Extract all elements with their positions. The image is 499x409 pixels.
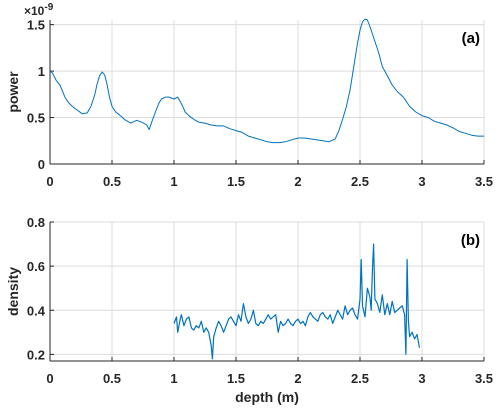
x-tick-label: 0.5	[103, 174, 121, 189]
x-tick-label: 1	[170, 174, 177, 189]
y-axis-label: power	[5, 71, 21, 113]
x-tick-label: 0.5	[103, 371, 121, 386]
panel-a-power: 0 0.5 1 1.5 2 2.5 3 3.5 0 0.5 1 1.5 power ×10-9 (a)	[5, 2, 493, 189]
x-tick-label: 1.5	[227, 174, 245, 189]
x-tick-label: 2	[294, 371, 301, 386]
y-tick-label: 1.5	[27, 18, 45, 33]
y-tick-label: 0.6	[27, 259, 45, 274]
y-exponent-power: -9	[44, 2, 53, 13]
y-exponent-label: ×10-9	[24, 2, 54, 18]
series-line	[173, 243, 421, 360]
series-line	[49, 18, 484, 144]
y-exponent-base: ×10	[24, 4, 45, 18]
x-tick-label: 2	[294, 174, 301, 189]
y-tick-label: 0.5	[27, 111, 45, 126]
y-tick-label: 0.4	[27, 303, 46, 318]
x-axis-label: depth (m)	[235, 389, 299, 405]
x-tick-label: 0	[46, 371, 53, 386]
x-tick-label: 2.5	[351, 371, 369, 386]
x-tick-label: 1.5	[227, 371, 245, 386]
y-tick-label: 0.8	[27, 215, 45, 230]
x-tick-label: 3	[418, 174, 425, 189]
x-tick-label: 3	[418, 371, 425, 386]
panel-label: (b)	[461, 232, 480, 249]
x-tick-label: 0	[46, 174, 53, 189]
y-axis-label: density	[5, 267, 21, 316]
panel-label: (a)	[462, 30, 480, 47]
y-tick-label: 0	[38, 157, 45, 172]
x-tick-label: 3.5	[475, 371, 493, 386]
y-tick-label: 0.2	[27, 347, 45, 362]
panel-b-density: 0 0.5 1 1.5 2 2.5 3 3.5 0.2 0.4 0.6 0.8 density depth…	[5, 215, 493, 405]
x-tick-label: 2.5	[351, 174, 369, 189]
x-tick-label: 1	[170, 371, 177, 386]
x-tick-label: 3.5	[475, 174, 493, 189]
y-tick-label: 1	[38, 64, 45, 79]
